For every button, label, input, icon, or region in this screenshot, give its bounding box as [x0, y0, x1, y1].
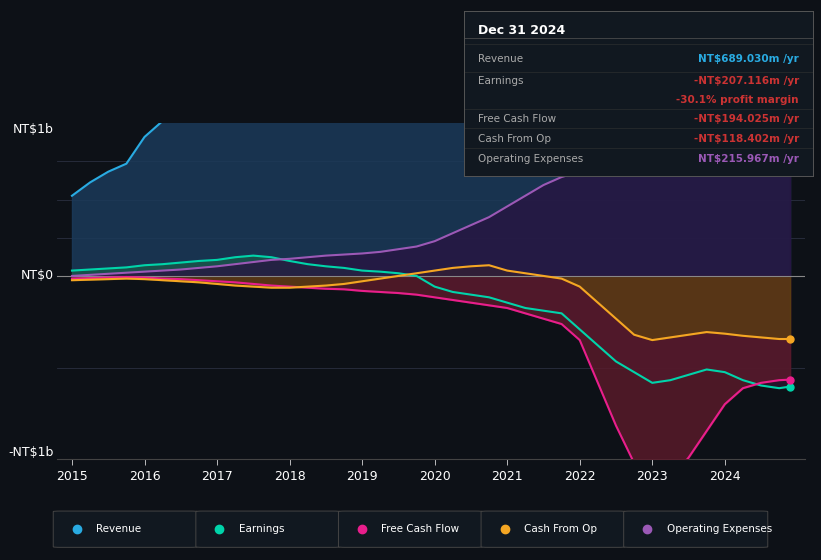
- Text: Revenue: Revenue: [478, 54, 523, 64]
- Text: Cash From Op: Cash From Op: [524, 524, 597, 534]
- FancyBboxPatch shape: [481, 511, 625, 547]
- Text: Cash From Op: Cash From Op: [478, 134, 551, 144]
- Text: NT$1b: NT$1b: [13, 123, 53, 136]
- Text: Earnings: Earnings: [239, 524, 284, 534]
- Text: -NT$207.116m /yr: -NT$207.116m /yr: [694, 76, 799, 86]
- Text: NT$215.967m /yr: NT$215.967m /yr: [698, 154, 799, 164]
- Text: Operating Expenses: Operating Expenses: [478, 154, 583, 164]
- Text: -NT$194.025m /yr: -NT$194.025m /yr: [694, 114, 799, 124]
- Text: Free Cash Flow: Free Cash Flow: [478, 114, 556, 124]
- FancyBboxPatch shape: [53, 511, 197, 547]
- Text: NT$689.030m /yr: NT$689.030m /yr: [698, 54, 799, 64]
- FancyBboxPatch shape: [624, 511, 768, 547]
- Text: Revenue: Revenue: [96, 524, 141, 534]
- Text: -NT$118.402m /yr: -NT$118.402m /yr: [694, 134, 799, 144]
- Text: Dec 31 2024: Dec 31 2024: [478, 25, 565, 38]
- Text: Operating Expenses: Operating Expenses: [667, 524, 772, 534]
- Text: NT$0: NT$0: [21, 269, 53, 282]
- FancyBboxPatch shape: [196, 511, 340, 547]
- FancyBboxPatch shape: [338, 511, 483, 547]
- Text: -NT$1b: -NT$1b: [8, 446, 53, 459]
- Text: Earnings: Earnings: [478, 76, 523, 86]
- Text: -30.1% profit margin: -30.1% profit margin: [677, 95, 799, 105]
- Text: Free Cash Flow: Free Cash Flow: [381, 524, 460, 534]
